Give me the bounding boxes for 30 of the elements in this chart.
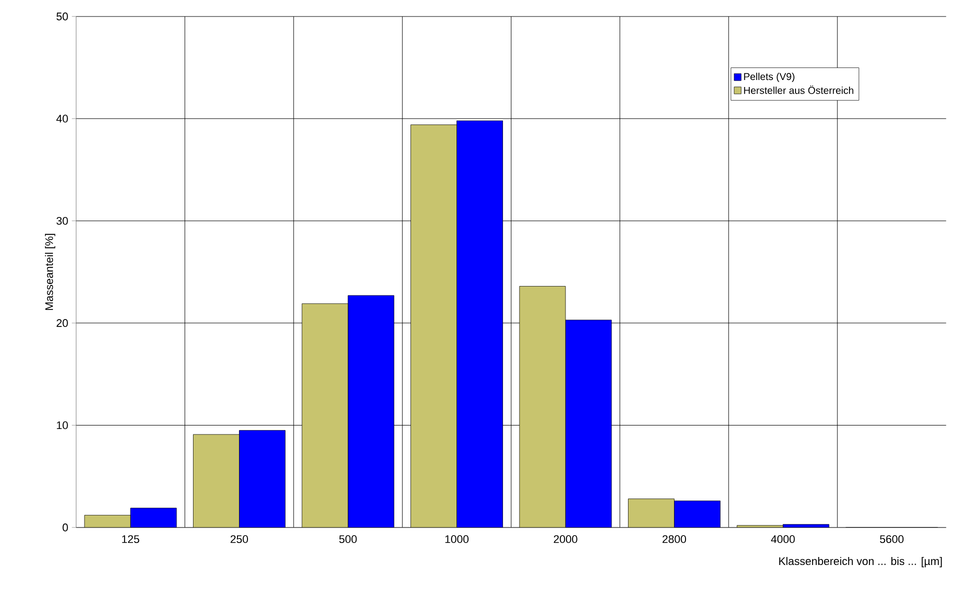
bar (302, 303, 348, 528)
bar (410, 124, 457, 528)
bar (193, 434, 240, 528)
y-tick-label: 20 (56, 319, 68, 327)
bar (456, 120, 503, 528)
x-tick-label: 1000 (445, 535, 469, 544)
x-tick-label: 4000 (771, 535, 795, 544)
x-tick-label: 500 (339, 535, 357, 544)
bar (674, 500, 720, 528)
x-tick-label: 125 (122, 535, 140, 544)
bar (348, 295, 394, 528)
legend-label: Pellets (V9) (744, 72, 794, 82)
bar (84, 515, 131, 528)
bar (130, 508, 177, 528)
x-tick-label: 2800 (662, 535, 686, 544)
y-tick-label: 10 (56, 421, 68, 430)
y-axis-title: Masseanteil [%] (44, 234, 56, 310)
legend-label: Hersteller aus Österreich (744, 85, 854, 94)
x-tick-label: 2000 (554, 535, 578, 544)
y-tick-label: 0 (62, 524, 68, 532)
bar (565, 320, 612, 528)
y-tick-label: 40 (56, 114, 68, 123)
y-tick-label: 30 (56, 216, 68, 225)
x-tick-label: 5600 (880, 535, 904, 544)
bar (519, 286, 566, 528)
bar (239, 430, 286, 528)
x-tick-label: 250 (230, 535, 248, 544)
y-tick-label: 50 (56, 12, 68, 20)
x-axis-title: Klassenbereich von ... bis ... [µm] (779, 556, 942, 568)
bar (628, 498, 674, 528)
